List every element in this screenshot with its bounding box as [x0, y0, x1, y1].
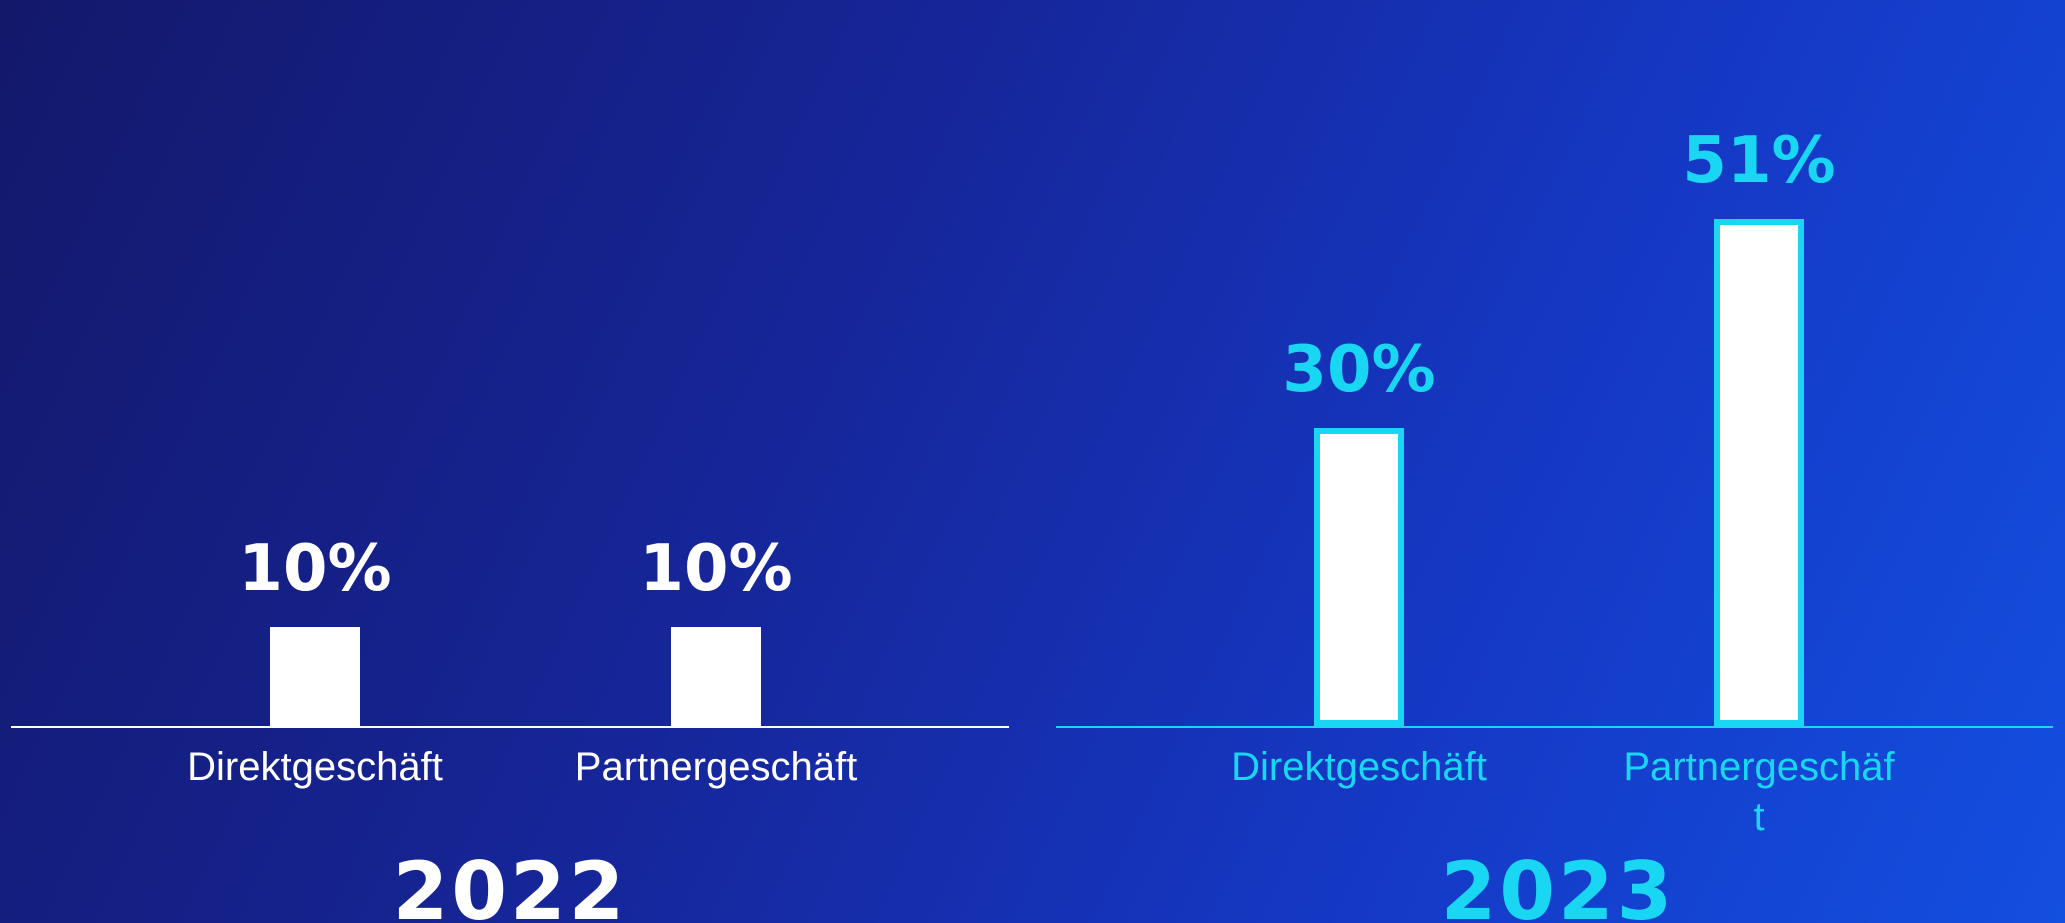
value-label: 51%: [1682, 123, 1836, 198]
category-label: Direktgeschäft: [1231, 745, 1487, 789]
category-label: Partnergeschäft: [574, 745, 858, 789]
bar: [1714, 218, 1804, 726]
bar: [270, 626, 360, 726]
category-label: Partnergeschäft: [1623, 745, 1895, 839]
bar: [1314, 427, 1404, 726]
value-label: 30%: [1282, 332, 1436, 407]
bar: [671, 626, 761, 726]
value-label: 10%: [639, 531, 793, 606]
value-label: 10%: [238, 531, 392, 606]
category-label: Direktgeschäft: [187, 745, 443, 789]
baseline: [1056, 726, 2053, 728]
chart-title: 2022: [392, 845, 628, 923]
chart-title: 2023: [1440, 845, 1676, 923]
baseline: [11, 726, 1009, 728]
